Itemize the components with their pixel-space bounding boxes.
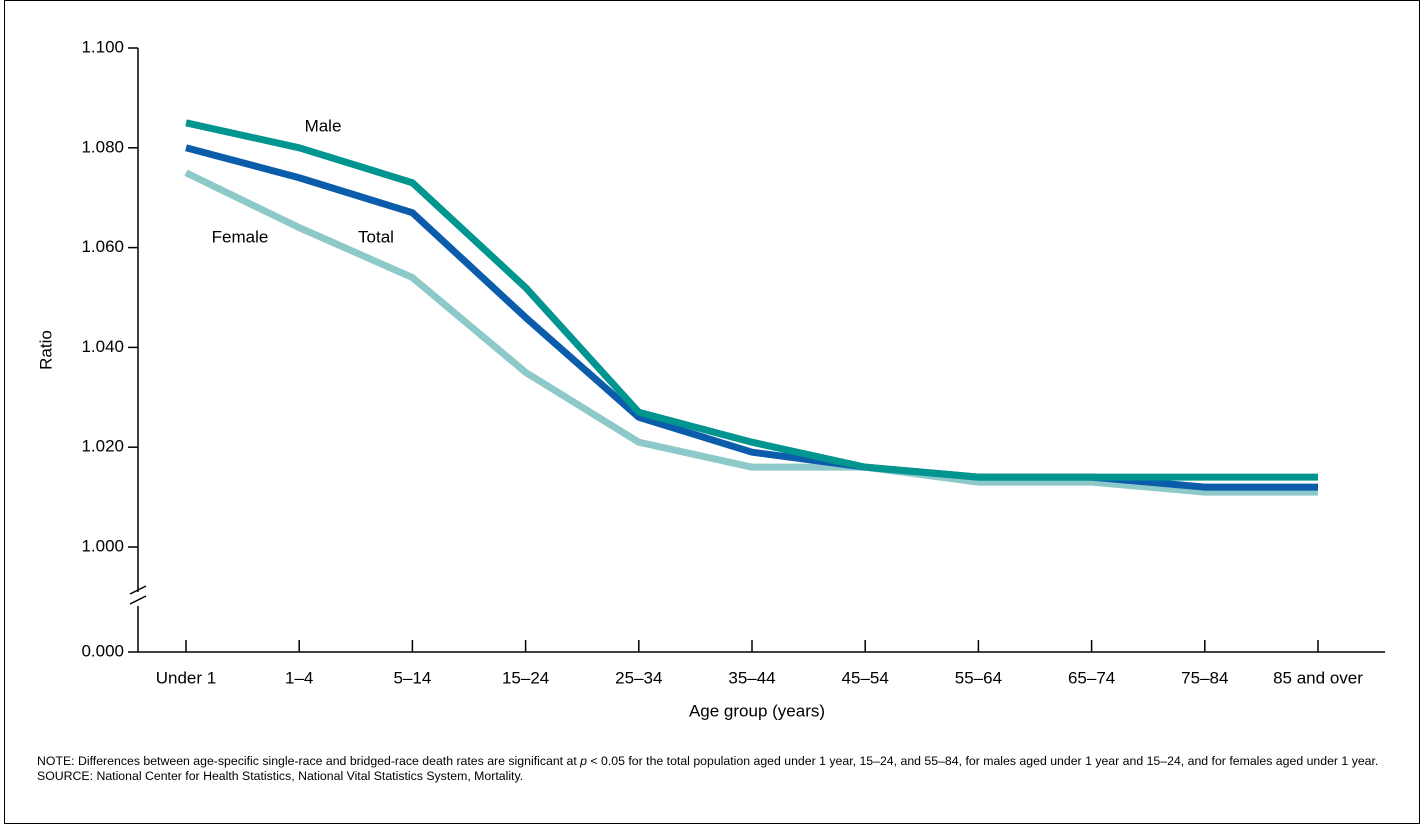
- series-line: [184, 169, 1318, 496]
- series-line: [185, 144, 1318, 491]
- x-tick-label: 55–64: [955, 668, 1002, 687]
- x-tick-label: Under 1: [156, 668, 216, 687]
- series-label: Female: [212, 227, 269, 246]
- y-tick-label: 1.000: [81, 536, 124, 555]
- frame: [4, 0, 1420, 824]
- note-text: < 0.05 for the total population aged und…: [587, 754, 1379, 768]
- x-tick-label: 1–4: [285, 668, 313, 687]
- y-tick-label: 1.020: [81, 437, 124, 456]
- y-axis-title: Ratio: [36, 330, 55, 370]
- axis-break: [129, 585, 147, 595]
- y-tick-label: 1.040: [81, 337, 124, 356]
- x-tick-label: 15–24: [502, 668, 549, 687]
- series-label: Male: [305, 116, 342, 135]
- axis-break: [129, 595, 147, 605]
- x-tick-label: 35–44: [728, 668, 775, 687]
- x-tick-label: 5–14: [393, 668, 431, 687]
- note: NOTE: Differences between age-specific s…: [37, 754, 1382, 784]
- y-tick-label: 0.000: [81, 641, 124, 660]
- note-text: NOTE: Differences between age-specific s…: [37, 754, 581, 768]
- x-tick-label: 45–54: [842, 668, 889, 687]
- x-tick-label: 25–34: [615, 668, 662, 687]
- source: SOURCE: National Center for Health Stati…: [37, 769, 524, 783]
- x-axis-title: Age group (years): [689, 701, 825, 720]
- y-tick-label: 1.100: [81, 37, 124, 56]
- y-tick-label: 1.060: [81, 237, 124, 256]
- y-tick-label: 1.080: [81, 137, 124, 156]
- x-tick-label: 75–84: [1181, 668, 1228, 687]
- series-label: Total: [358, 227, 394, 246]
- x-tick-label: 65–74: [1068, 668, 1115, 687]
- x-tick-label: 85 and over: [1273, 668, 1363, 687]
- series-line: [185, 119, 1318, 481]
- note-italic: p: [580, 754, 588, 768]
